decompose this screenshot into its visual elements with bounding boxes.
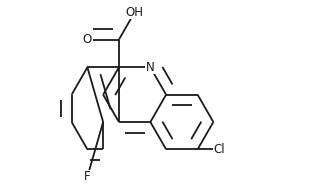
Text: N: N (146, 61, 155, 74)
Text: OH: OH (126, 6, 143, 19)
Text: O: O (83, 33, 92, 46)
Text: F: F (84, 170, 91, 183)
Text: Cl: Cl (213, 143, 225, 156)
